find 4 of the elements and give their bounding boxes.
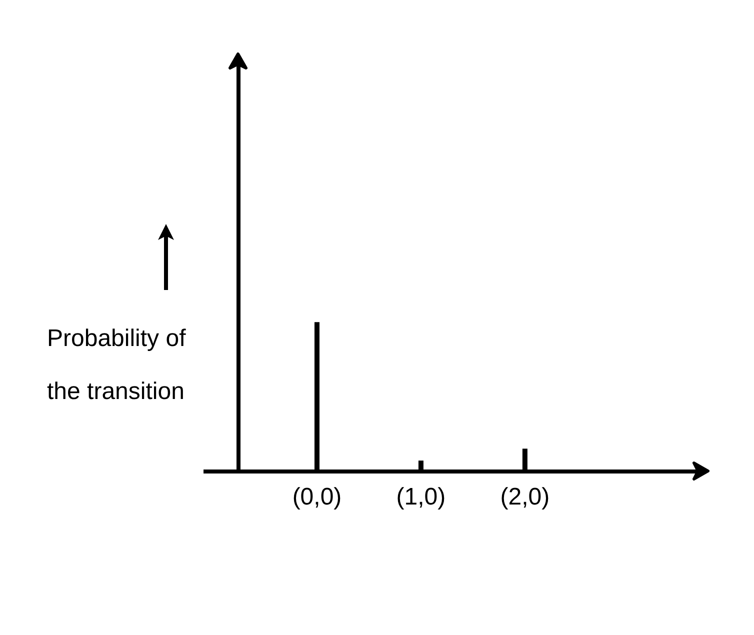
x-tick-label: (1,0) xyxy=(396,484,446,510)
y-axis-title: Probability of the transition xyxy=(47,324,187,407)
x-tick-label: (2,0) xyxy=(500,484,550,510)
x-tick-label: (0,0) xyxy=(292,484,342,510)
